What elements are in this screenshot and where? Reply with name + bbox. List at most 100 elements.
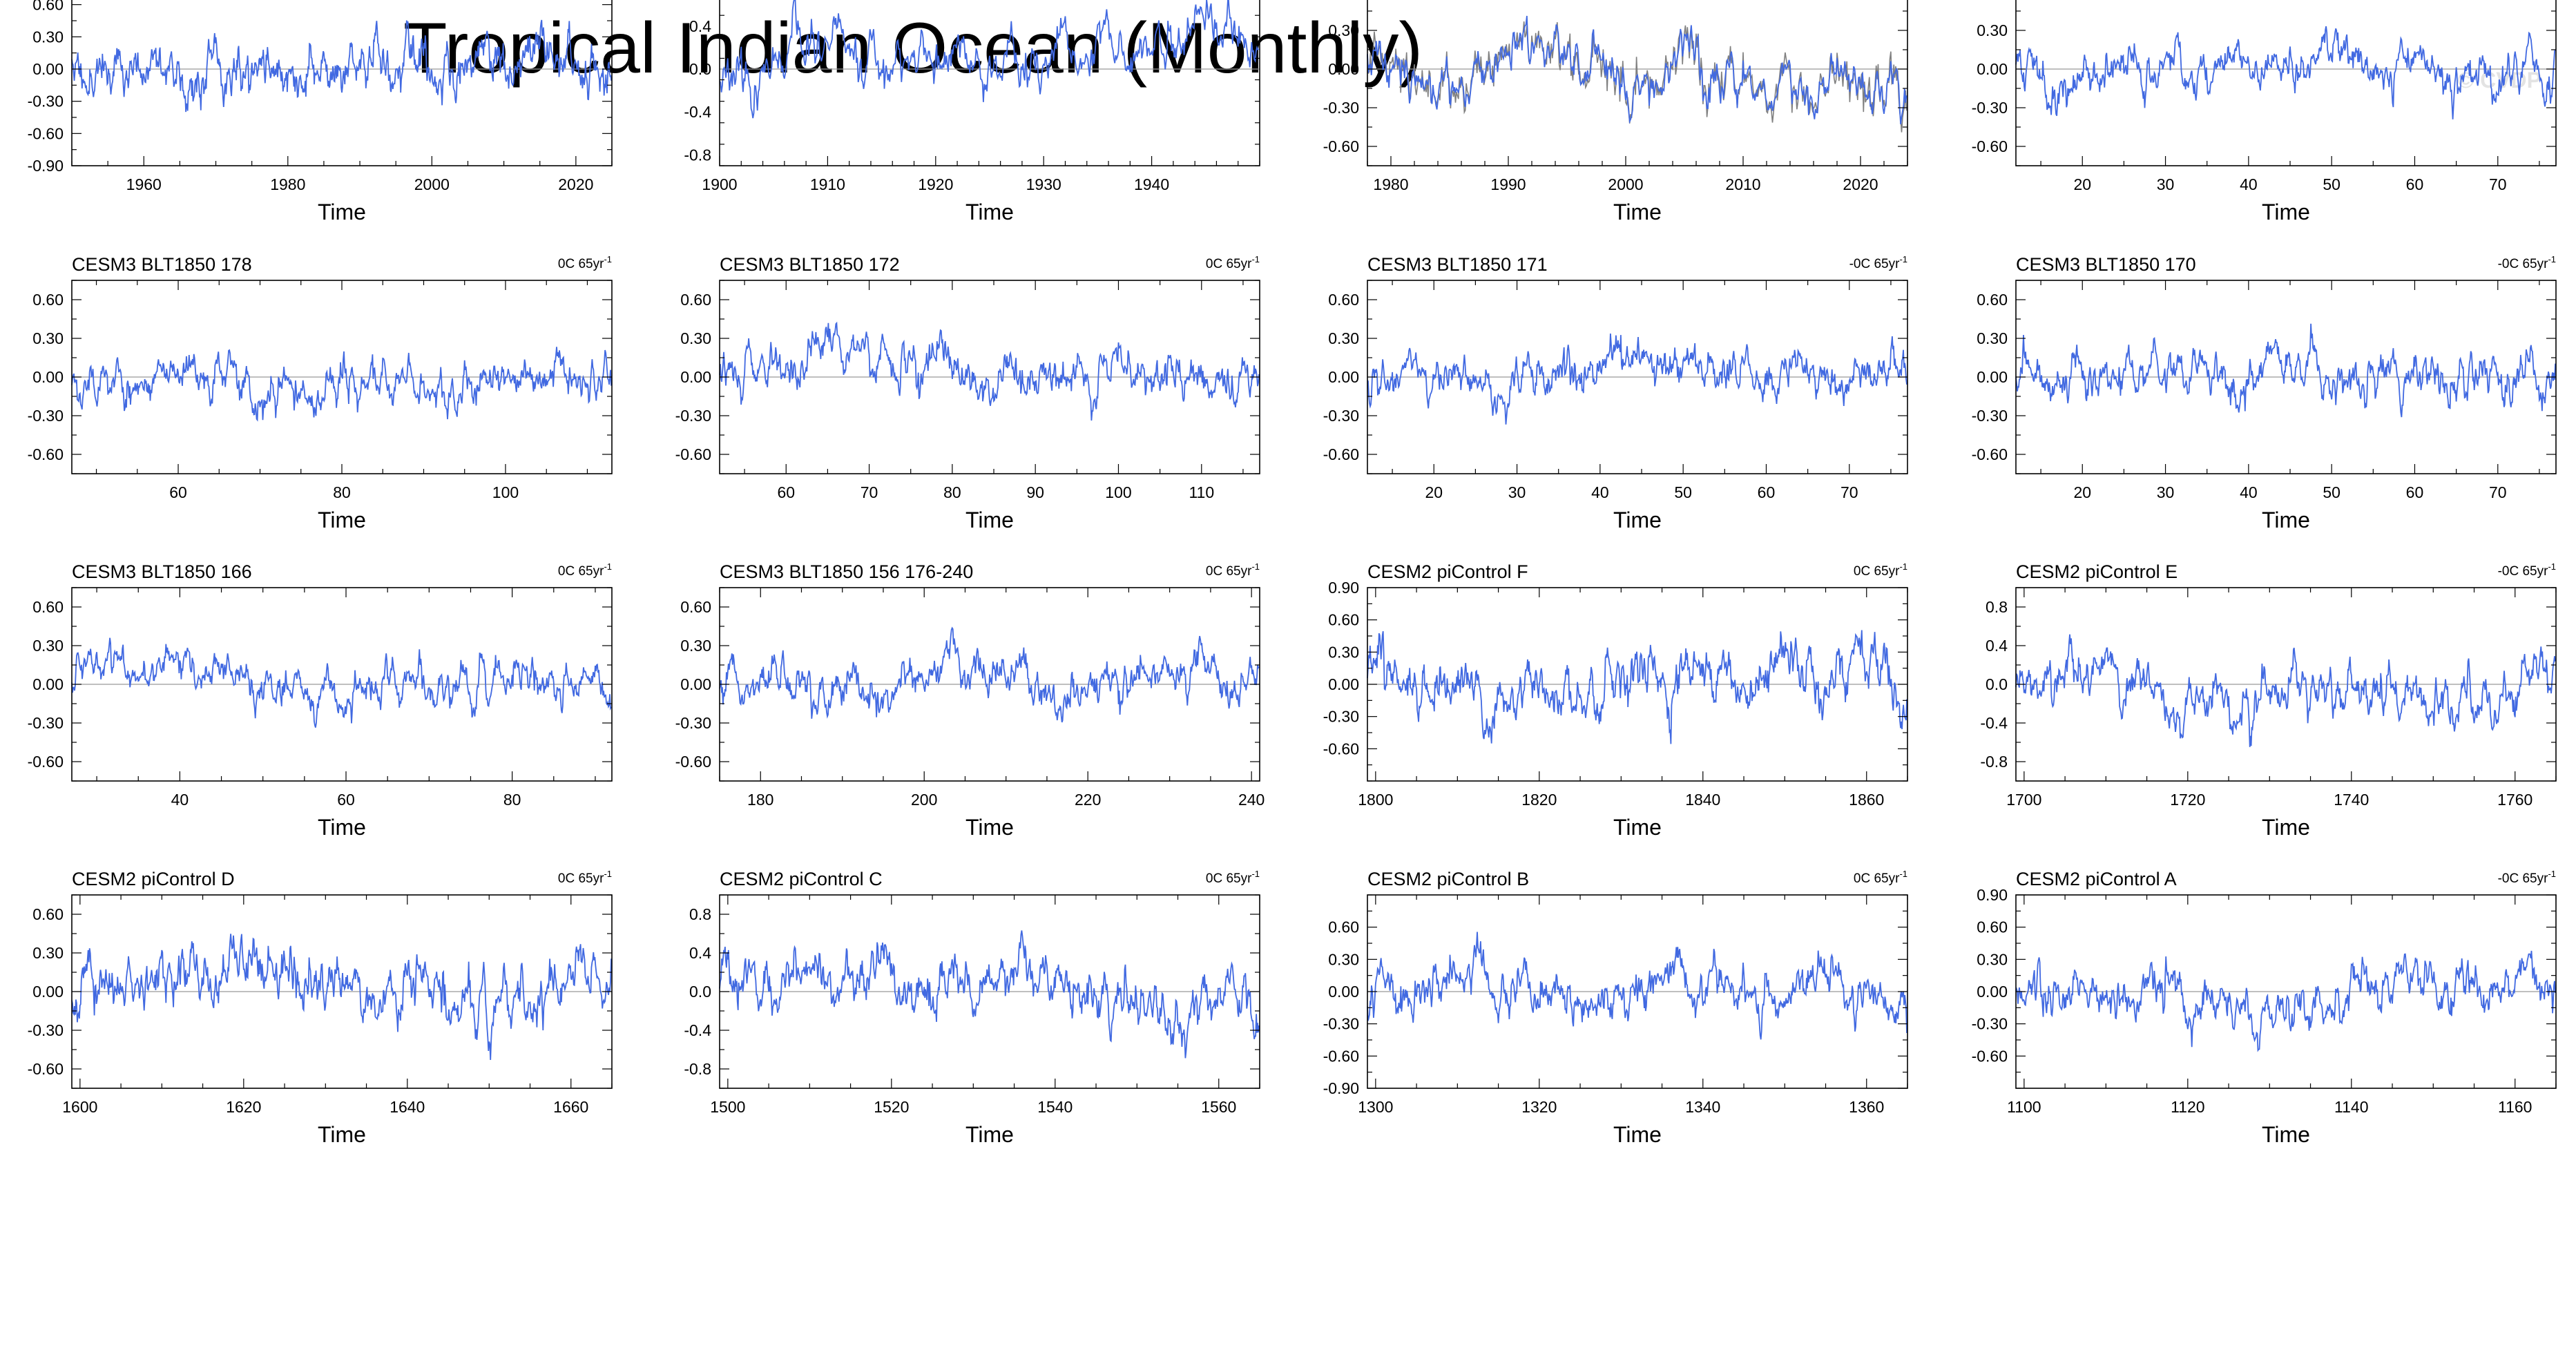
y-tick-label: -0.60 (1323, 445, 1359, 463)
trend-exponent: -1 (1251, 869, 1260, 879)
trend-label: 0C 65yr-1 (1206, 254, 1260, 271)
x-tick-label: 30 (2157, 483, 2175, 501)
x-tick-label: 80 (943, 483, 961, 501)
trend-exponent: -1 (1899, 254, 1907, 264)
y-tick-label: 0.00 (680, 675, 711, 693)
panel-10: CESM3 BLT1850 156 176-240 0C 65yr-1 -0.60 -… (675, 561, 1265, 840)
y-tick-label: 0.60 (32, 598, 64, 616)
y-tick-label: -0.60 (1972, 137, 2008, 155)
y-tick-label: -0.4 (684, 1021, 711, 1039)
panel-title: CESM3 BLT1850 166 (72, 561, 252, 582)
panel-16: CESM2 piControl A -0C 65yr-1 -0.60 -0.30 0.0… (1972, 869, 2557, 1147)
x-tick-label: 1960 (126, 175, 162, 193)
panel-3: HadISSTv1-0C 46yr-1-0.60-0.300.000.300.6… (1323, 0, 1908, 224)
trend-value: 0C 65yr (1206, 871, 1252, 886)
y-tick-label: -0.60 (1323, 137, 1359, 155)
x-tick-label: 1860 (1849, 791, 1884, 809)
x-tick-label: 1640 (390, 1098, 425, 1116)
x-axis-label: Time (2262, 508, 2310, 532)
series-line-secondary (1367, 21, 1907, 133)
x-axis-label: Time (1613, 508, 1662, 532)
trend-label: -0C 65yr-1 (1849, 254, 1907, 271)
y-tick-label: -0.30 (1323, 708, 1359, 726)
figure-title: Tropical Indian Ocean (Monthly) (403, 8, 1423, 88)
x-tick-label: 40 (171, 791, 189, 809)
series-line (2015, 26, 2556, 119)
y-tick-label: 0.00 (1328, 675, 1359, 693)
y-tick-label: 0.90 (1328, 579, 1359, 597)
y-tick-label: -0.60 (28, 753, 64, 771)
trend-exponent: -1 (1899, 561, 1907, 572)
y-tick-label: 0.00 (1328, 60, 1359, 78)
x-tick-label: 1940 (1134, 175, 1169, 193)
x-tick-label: 1520 (874, 1098, 909, 1116)
x-axis-label: Time (1613, 200, 1662, 224)
panel-8: CESM3 BLT1850 170 -0C 65yr-1 -0.60 -0.30 0.0… (1972, 254, 2557, 532)
series-line (71, 347, 612, 422)
x-tick-label: 70 (861, 483, 878, 501)
x-tick-label: 60 (169, 483, 187, 501)
x-tick-label: 1560 (1201, 1098, 1236, 1116)
y-tick-label: -0.30 (28, 407, 64, 425)
y-tick-label: 0.30 (1977, 21, 2008, 39)
trend-value: 0C 65yr (1206, 564, 1252, 579)
plot-frame (719, 0, 1260, 166)
x-tick-label: 1910 (810, 175, 845, 193)
trend-label: 0C 65yr-1 (1206, 869, 1260, 886)
x-tick-label: 1340 (1685, 1098, 1720, 1116)
panel-title: CESM2 piControl E (2016, 561, 2178, 582)
panel-6: CESM3 BLT1850 172 0C 65yr-1 -0.60 -0.30 0.00… (675, 254, 1260, 532)
series-line (71, 934, 612, 1061)
y-tick-label: -0.30 (1972, 407, 2008, 425)
panel-13: CESM2 piControl D 0C 65yr-1 -0.60 -0.30 0.00… (28, 869, 613, 1147)
x-tick-label: 20 (2073, 175, 2091, 193)
y-tick-label: -0.60 (1323, 1047, 1359, 1065)
panel-7: CESM3 BLT1850 171 -0C 65yr-1 -0.60 -0.30 0.0… (1323, 254, 1908, 532)
x-tick-label: 1600 (62, 1098, 97, 1116)
x-tick-label: 1840 (1685, 791, 1720, 809)
x-tick-label: 100 (492, 483, 519, 501)
y-tick-label: 0.30 (1977, 950, 2008, 968)
x-tick-label: 50 (1674, 483, 1692, 501)
y-tick-label: 0.30 (32, 637, 64, 655)
panel-1: ERSSTv50C 75yr-1-0.90-0.60-0.300.000.300… (28, 0, 613, 224)
y-tick-label: 0.8 (689, 905, 711, 923)
y-tick-label: 0.30 (1328, 329, 1359, 347)
x-tick-label: 1100 (2007, 1098, 2041, 1116)
x-tick-label: 200 (911, 791, 937, 809)
panel-5: CESM3 BLT1850 178 0C 65yr-1 -0.60 -0.30 0.00… (28, 254, 613, 532)
x-tick-label: 1900 (702, 175, 737, 193)
y-tick-label: 0.60 (1977, 291, 2008, 309)
panel-15: CESM2 piControl B 0C 65yr-1 -0.90 -0.60 -0.3… (1323, 869, 1908, 1147)
y-tick-label: -0.60 (675, 445, 711, 463)
y-tick-label: 0.30 (1328, 643, 1359, 661)
x-tick-label: 2010 (1725, 175, 1760, 193)
panel-title: CESM3 BLT1850 171 (1367, 254, 1548, 275)
x-axis-label: Time (1613, 815, 1662, 840)
y-tick-label: 0.60 (1328, 918, 1359, 936)
trend-value: -0C 65yr (2498, 871, 2549, 886)
y-tick-label: -0.60 (28, 1060, 64, 1078)
y-tick-label: -0.4 (684, 103, 711, 121)
x-tick-label: 1620 (226, 1098, 261, 1116)
y-tick-label: 0.30 (680, 329, 711, 347)
panel-title: CESM2 piControl C (720, 869, 883, 889)
trend-value: -0C 65yr (2498, 564, 2549, 579)
y-tick-label: 0.30 (680, 637, 711, 655)
x-tick-label: 20 (2073, 483, 2091, 501)
x-tick-label: 70 (1840, 483, 1858, 501)
panel-11: CESM2 piControl F 0C 65yr-1 -0.60 -0.30 0.00… (1323, 561, 1908, 840)
x-tick-label: 30 (2157, 175, 2175, 193)
y-tick-label: 0.60 (1328, 611, 1359, 629)
y-tick-label: 0.00 (32, 675, 64, 693)
trend-label: 0C 65yr-1 (558, 254, 612, 271)
series-line (719, 626, 1260, 723)
y-tick-label: 0.00 (1977, 60, 2008, 78)
x-tick-label: 80 (333, 483, 351, 501)
y-tick-label: -0.60 (28, 445, 64, 463)
trend-exponent: -1 (604, 561, 612, 572)
y-tick-label: 0.0 (1986, 675, 2008, 693)
trend-exponent: -1 (604, 254, 612, 264)
trend-label: 0C 65yr-1 (1854, 869, 1907, 886)
y-tick-label: 0.60 (680, 598, 711, 616)
